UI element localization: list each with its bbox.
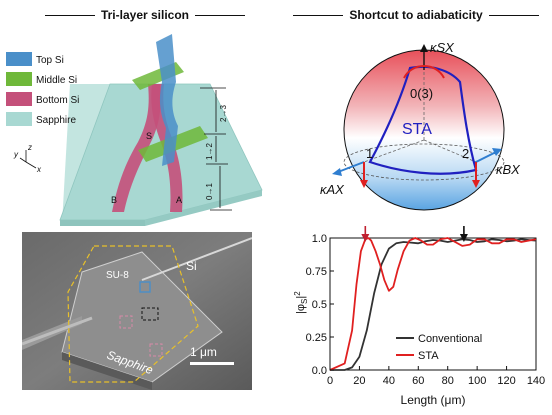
x-tick-label: 100 — [468, 375, 486, 387]
header-right: Shortcut to adiabaticity — [285, 8, 547, 22]
segment-label-2-3: 2→3 — [219, 105, 228, 122]
segment-markers — [200, 87, 232, 211]
sta-trajectory — [368, 65, 478, 175]
x-tick-label: 60 — [412, 375, 424, 387]
label-k-bx: κBX — [496, 162, 521, 177]
bottom-si-waveguide-b — [112, 84, 161, 212]
header-left: Tri-layer silicon — [10, 8, 280, 22]
x-tick-label: 20 — [353, 375, 365, 387]
label-k-sx: κSX — [430, 40, 455, 55]
y-tick-label: 0.25 — [306, 332, 327, 344]
y-axis-label-text: |φ — [295, 304, 307, 314]
axis-label-z: z — [27, 143, 32, 152]
y-tick-label: 0.5 — [312, 299, 327, 311]
coordinate-axes — [19, 150, 37, 169]
legend-label-bottom-si: Bottom Si — [36, 95, 79, 106]
device-diagram: S B A 2→3 1→2 0→1 y z x Top Si — [6, 34, 263, 226]
k-ax-axis — [337, 161, 365, 173]
label-node-2: 2 — [462, 146, 469, 161]
axis-label-y: y — [13, 150, 19, 159]
label-k-ax: κAX — [320, 182, 345, 197]
label-si: Si — [186, 259, 197, 273]
x-tick-label: 120 — [497, 375, 515, 387]
sta-region-outline — [67, 245, 199, 383]
si-waveguide — [141, 237, 252, 281]
sta-sphere: κSX κAX κBX 0(3) 1 2 STA — [320, 40, 521, 211]
y-tick-label: 1.0 — [312, 233, 327, 245]
legend: Top Si Middle Si Bottom Si Sapphire — [6, 52, 79, 126]
segment-label-1-2: 1→2 — [205, 143, 214, 160]
fidelity-chart: 0 20 40 60 80 100 120 140 0.0 0.25 0.5 0.75 1.0 Leng… — [293, 226, 546, 407]
x-tick-label: 0 — [327, 375, 333, 387]
chart-ticks: 0 20 40 60 80 100 120 140 0.0 0.25 0.5 0.75 1.0 — [306, 233, 546, 387]
x-tick-label: 40 — [383, 375, 395, 387]
annotation-arrowhead — [459, 234, 468, 242]
legend-label-sapphire: Sapphire — [36, 115, 76, 126]
scale-bar — [190, 362, 234, 365]
legend-swatch-middle-si — [6, 72, 32, 86]
legend-label-top-si: Top Si — [36, 55, 64, 66]
y-axis-label: |φS|2 — [293, 291, 309, 314]
label-a: A — [176, 195, 182, 205]
y-tick-label: 0.75 — [306, 266, 327, 278]
label-sta: STA — [402, 121, 432, 138]
sem-image: SU-8 Si Sapphire 1 μm — [22, 232, 252, 390]
label-b: B — [111, 195, 117, 205]
annotation-arrowhead — [361, 234, 370, 242]
label-su8: SU-8 — [106, 270, 129, 281]
k-bx-axis — [475, 151, 497, 163]
legend-swatch-bottom-si — [6, 92, 32, 106]
header-left-title: Tri-layer silicon — [100, 8, 190, 22]
legend-swatch-sapphire — [6, 112, 32, 126]
scale-bar-label: 1 μm — [190, 345, 217, 359]
axis-label-x: x — [36, 165, 42, 174]
chart-legend: Conventional STA — [396, 333, 482, 362]
legend-conventional: Conventional — [418, 333, 482, 345]
label-s: S — [146, 131, 152, 141]
label-node-1: 1 — [366, 146, 373, 161]
legend-swatch-top-si — [6, 52, 32, 66]
y-tick-label: 0.0 — [312, 365, 327, 377]
x-axis-label: Length (μm) — [401, 393, 466, 407]
x-tick-label: 80 — [442, 375, 454, 387]
x-tick-label: 140 — [527, 375, 545, 387]
chart-annotations — [361, 226, 468, 242]
segment-label-0-1: 0→1 — [205, 183, 214, 200]
label-node-top: 0(3) — [410, 86, 433, 101]
legend-sta: STA — [418, 350, 439, 362]
header-right-title: Shortcut to adiabaticity — [349, 8, 483, 22]
legend-label-middle-si: Middle Si — [36, 75, 77, 86]
top-si-waveguide — [156, 34, 178, 166]
